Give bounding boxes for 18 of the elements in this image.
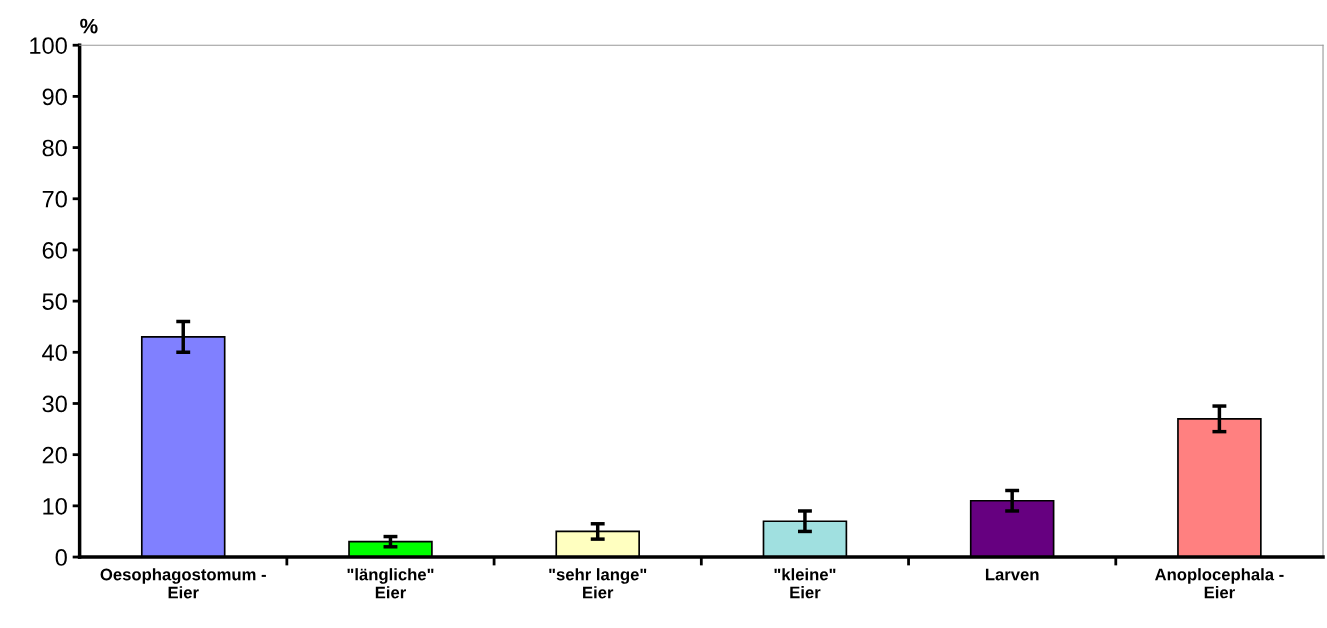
x-tick-label: "sehr lange" Eier xyxy=(549,568,647,599)
y-axis-title: % xyxy=(80,18,98,34)
y-tick-label: 80 xyxy=(42,139,67,157)
y-tick-label: 30 xyxy=(42,395,67,413)
y-tick-label: 0 xyxy=(55,549,67,566)
x-tick-label: "kleine" Eier xyxy=(774,568,836,599)
x-tick-label: "längliche" Eier xyxy=(347,568,434,599)
x-tick-label: Oesophagostomum - Eier xyxy=(100,568,266,599)
x-tick-label: Anoplocephala - Eier xyxy=(1155,568,1284,599)
x-tick-label: Larven xyxy=(985,568,1039,581)
y-tick-label: 70 xyxy=(42,190,67,208)
y-tick-label: 20 xyxy=(42,446,67,464)
y-tick-label: 60 xyxy=(42,242,67,259)
y-tick-label: 50 xyxy=(42,293,67,310)
y-tick-label: 90 xyxy=(42,88,67,106)
y-tick-label: 10 xyxy=(43,497,67,515)
y-tick-label: 40 xyxy=(42,344,67,362)
y-tick-label: 100 xyxy=(30,37,67,54)
